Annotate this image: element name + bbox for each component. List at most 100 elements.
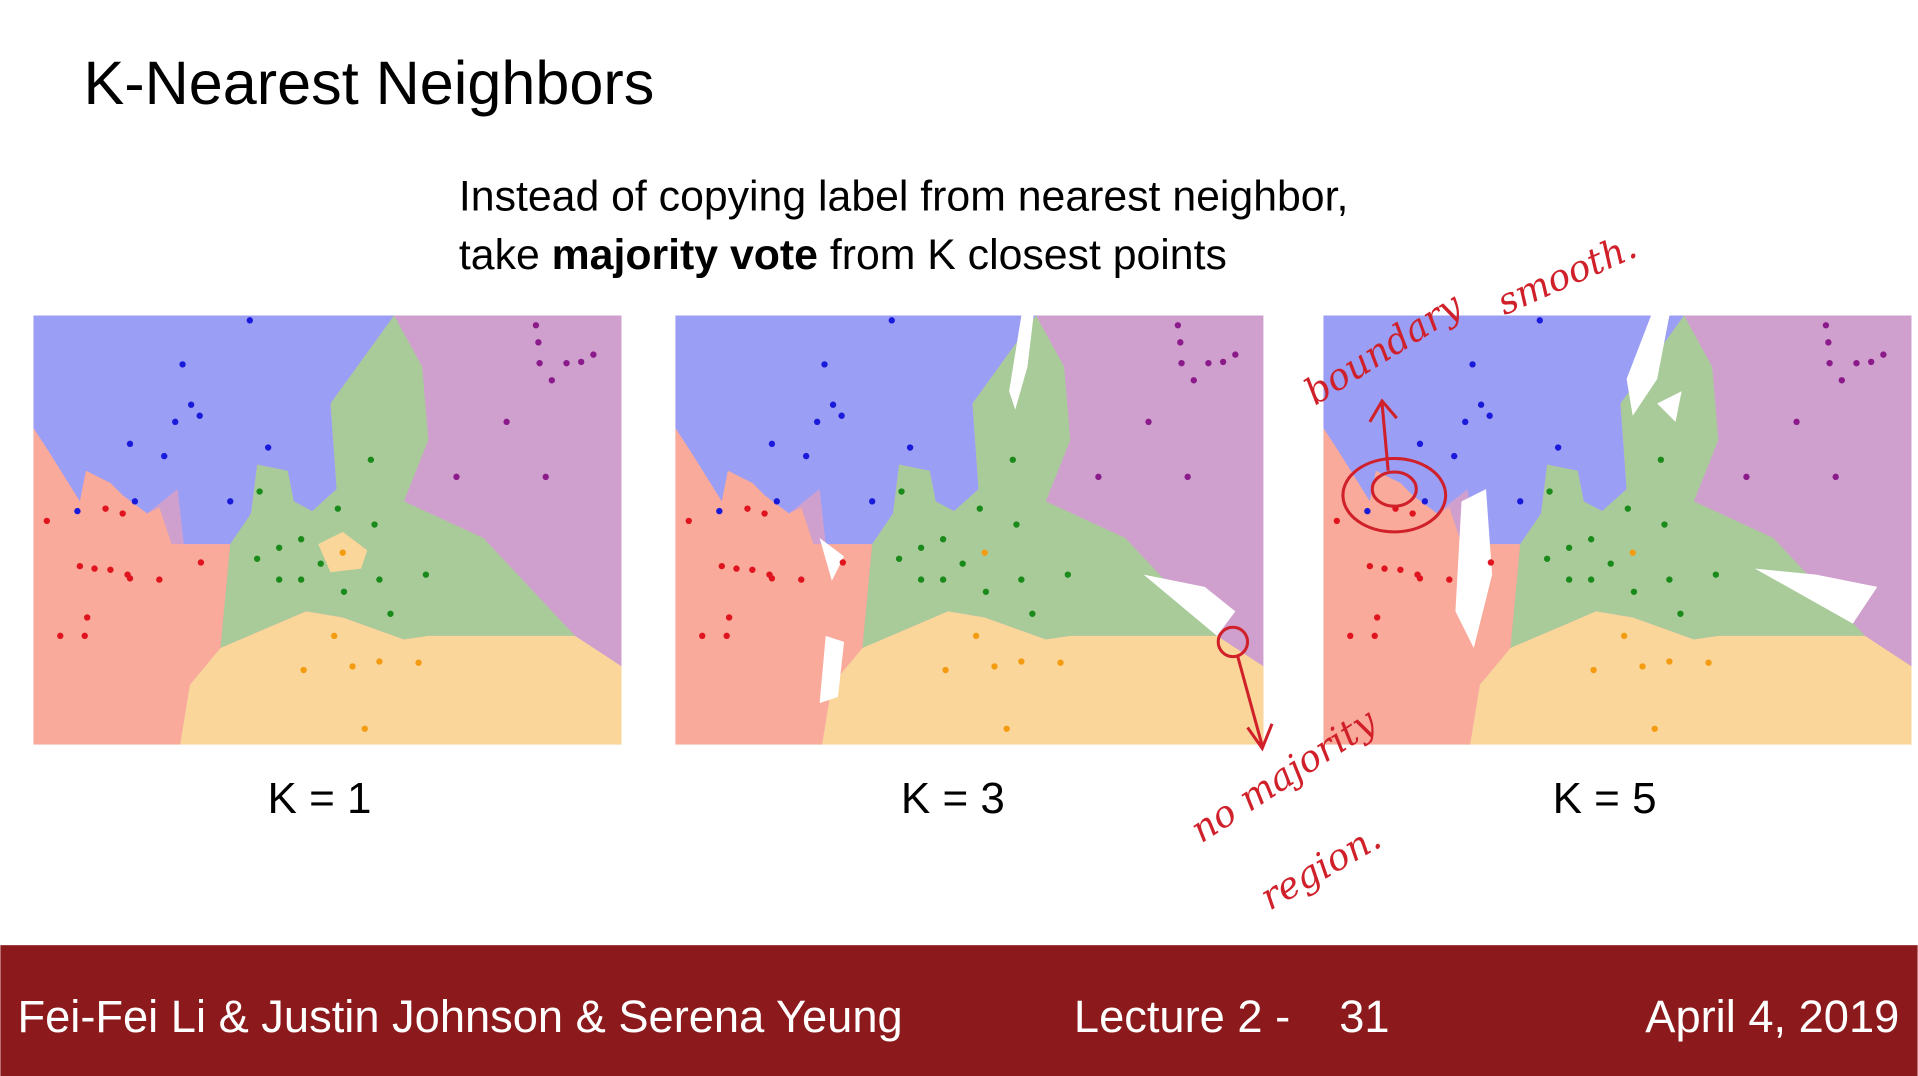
training-point [1145, 418, 1152, 426]
training-point [718, 562, 725, 570]
panel-label: K = 3 [901, 774, 1005, 823]
training-point [415, 659, 422, 666]
training-point [1003, 725, 1010, 732]
arrow [1368, 398, 1398, 471]
no-majority-region [819, 538, 845, 581]
training-point [838, 412, 845, 419]
training-point [1624, 505, 1632, 512]
training-point [1013, 521, 1020, 528]
training-point [982, 588, 990, 595]
region [33, 315, 395, 545]
training-point [813, 418, 821, 426]
training-point [256, 488, 263, 495]
training-point [1486, 412, 1493, 419]
training-point [1554, 444, 1562, 451]
training-point [297, 576, 305, 583]
text: from K closest points [818, 231, 1227, 279]
regions [33, 315, 622, 745]
training-point [761, 510, 768, 517]
regions [675, 315, 1264, 745]
no-majority-region [1143, 574, 1236, 636]
region [1323, 427, 1521, 745]
region [862, 315, 1217, 649]
training-point [821, 361, 828, 368]
region [1323, 315, 1685, 545]
training-point [275, 576, 283, 583]
training-point [156, 576, 163, 583]
training-point [1630, 588, 1638, 595]
training-point [1190, 377, 1197, 384]
training-point [1364, 507, 1371, 515]
regions [1323, 315, 1912, 745]
training-point [1666, 658, 1673, 665]
training-point [1174, 322, 1182, 329]
footer-lecture: Lecture 2 - [1074, 991, 1290, 1042]
training-point [798, 576, 805, 583]
panels [33, 315, 1912, 745]
training-point [535, 339, 542, 346]
training-point [43, 517, 51, 525]
training-point [453, 473, 460, 481]
training-point [161, 452, 168, 460]
training-point [334, 505, 342, 512]
training-point [1607, 560, 1614, 567]
training-point [1178, 359, 1185, 367]
training-point [1677, 610, 1684, 617]
training-point [536, 359, 543, 367]
training-point [1462, 418, 1469, 426]
training-point [1333, 517, 1341, 525]
region [1470, 611, 1912, 745]
training-point [1446, 576, 1453, 583]
training-point [744, 505, 751, 512]
training-point [1416, 575, 1424, 582]
region [1510, 315, 1866, 649]
training-point [548, 377, 556, 384]
training-point [1587, 576, 1595, 583]
training-point [1546, 488, 1553, 495]
training-point [577, 358, 585, 366]
training-point [1219, 358, 1227, 366]
training-point [1712, 571, 1720, 578]
training-point [1832, 473, 1839, 481]
training-point [1469, 361, 1476, 368]
training-point [119, 510, 126, 517]
training-point [749, 566, 756, 573]
decision-map [33, 315, 622, 745]
training-point [331, 632, 338, 639]
training-point [991, 663, 998, 670]
training-point [1590, 666, 1597, 674]
training-point [503, 418, 510, 426]
training-point [699, 632, 706, 639]
training-point [349, 663, 356, 670]
training-point [1451, 452, 1458, 460]
circle-mark [1216, 625, 1250, 659]
training-point [1666, 576, 1673, 583]
training-point [1057, 659, 1064, 666]
training-point [57, 632, 64, 639]
training-point [1867, 358, 1875, 366]
training-point [1536, 317, 1543, 324]
training-point [981, 549, 988, 556]
no-majority-region [819, 635, 845, 704]
training-point [264, 444, 272, 451]
training-point [1371, 632, 1378, 639]
training-point [939, 576, 947, 583]
training-point [829, 401, 837, 408]
training-point [869, 498, 876, 505]
training-point [367, 456, 375, 463]
training-point [1629, 549, 1636, 556]
training-point [387, 610, 394, 617]
region [33, 427, 231, 745]
training-point [1064, 571, 1072, 578]
training-point [1705, 659, 1712, 666]
footer-bar [0, 945, 1918, 1076]
training-point [196, 412, 203, 419]
training-point [716, 507, 723, 515]
text: take [459, 231, 552, 279]
training-point [126, 575, 134, 582]
training-point [725, 614, 733, 621]
region [220, 315, 576, 649]
training-point [246, 317, 253, 324]
no-majority-region [1009, 315, 1034, 410]
